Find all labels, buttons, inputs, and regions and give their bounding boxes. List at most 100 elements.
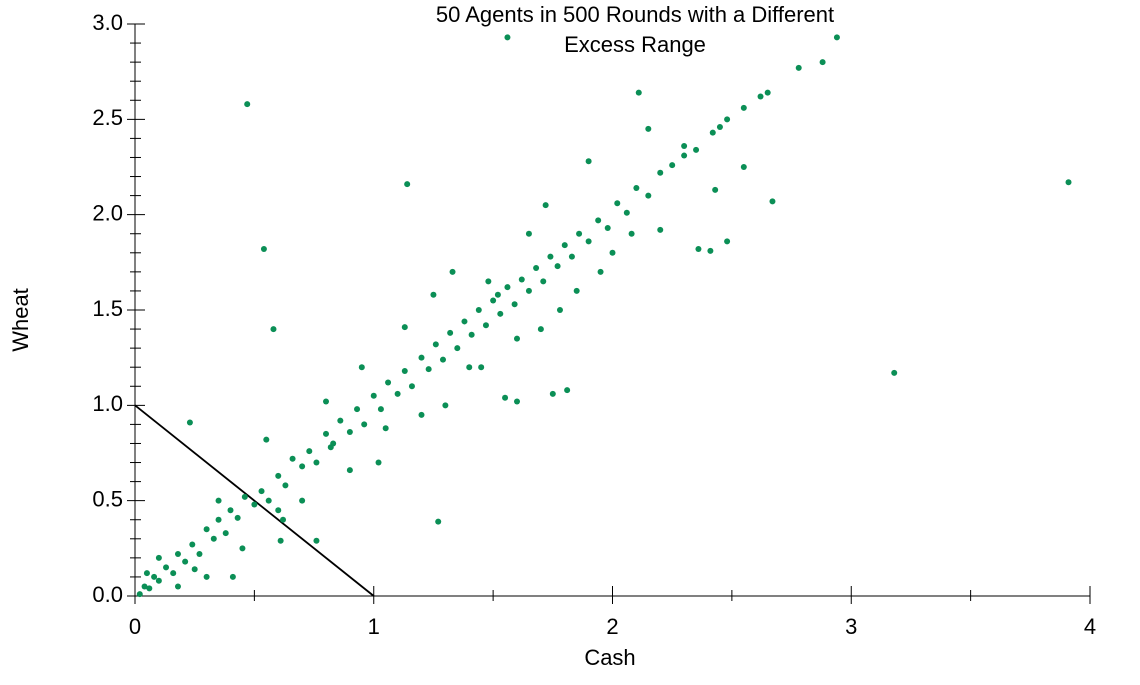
data-point xyxy=(401,324,408,331)
data-point xyxy=(595,217,602,224)
y-tick-label: 0.5 xyxy=(92,486,123,511)
x-axis-label: Cash xyxy=(584,645,635,670)
data-point xyxy=(313,537,320,544)
data-point xyxy=(143,570,150,577)
data-point xyxy=(695,245,702,252)
data-point xyxy=(394,390,401,397)
data-point xyxy=(136,591,143,598)
data-point xyxy=(435,518,442,525)
data-point xyxy=(289,455,296,462)
data-point xyxy=(497,310,504,317)
data-point xyxy=(191,566,198,573)
data-point xyxy=(375,459,382,466)
data-point xyxy=(155,577,162,584)
data-point xyxy=(833,34,840,41)
data-point xyxy=(306,448,313,455)
y-tick-label: 1.0 xyxy=(92,391,123,416)
data-point xyxy=(568,253,575,260)
reference-line xyxy=(134,404,375,597)
data-point xyxy=(222,530,229,537)
data-point xyxy=(186,419,193,426)
data-point xyxy=(645,125,652,132)
data-point xyxy=(442,402,449,409)
data-point xyxy=(425,366,432,373)
data-point xyxy=(537,326,544,333)
data-point xyxy=(265,497,272,504)
x-tick-label: 2 xyxy=(606,614,618,639)
data-point xyxy=(769,198,776,205)
data-point xyxy=(155,554,162,561)
data-point xyxy=(514,335,520,342)
data-point xyxy=(681,152,688,159)
data-point xyxy=(795,64,802,71)
data-point xyxy=(712,186,719,193)
data-point xyxy=(382,425,389,432)
data-point xyxy=(241,493,248,500)
data-point xyxy=(189,541,196,548)
chart-title: 50 Agents in 500 Rounds with a Different xyxy=(436,2,834,27)
data-point xyxy=(229,573,236,580)
data-point xyxy=(210,535,217,542)
data-point xyxy=(244,101,251,108)
data-point xyxy=(323,398,329,405)
data-point xyxy=(447,329,454,336)
data-point xyxy=(518,276,525,283)
x-tick-label: 1 xyxy=(368,614,380,639)
data-point xyxy=(418,354,425,361)
x-tick-label: 4 xyxy=(1084,614,1096,639)
y-tick-label: 2.5 xyxy=(92,105,123,130)
data-point xyxy=(482,322,489,329)
data-point xyxy=(215,497,222,504)
data-point xyxy=(502,394,509,401)
data-point xyxy=(540,278,547,285)
y-tick-label: 0.0 xyxy=(92,582,123,607)
data-point xyxy=(724,238,731,245)
data-point xyxy=(354,406,361,413)
data-point xyxy=(709,129,716,136)
data-point xyxy=(740,104,747,111)
data-point xyxy=(430,291,437,298)
data-point xyxy=(757,93,764,100)
data-point xyxy=(614,200,621,207)
data-point xyxy=(385,379,392,386)
data-point xyxy=(573,287,580,294)
data-point xyxy=(716,123,723,130)
data-point xyxy=(203,526,210,533)
data-point xyxy=(270,326,277,333)
data-point xyxy=(346,467,353,474)
data-point xyxy=(511,301,518,308)
data-point xyxy=(468,331,475,338)
data-point xyxy=(740,164,747,170)
data-point xyxy=(576,230,583,237)
data-point xyxy=(299,497,306,504)
data-point xyxy=(514,398,520,405)
data-point xyxy=(547,253,554,260)
data-point xyxy=(170,570,177,577)
data-point xyxy=(533,265,540,272)
data-point xyxy=(819,59,826,66)
data-point xyxy=(327,444,334,451)
data-point xyxy=(561,242,568,249)
data-point xyxy=(454,345,461,352)
data-point xyxy=(215,516,222,523)
data-point xyxy=(323,430,329,437)
data-point xyxy=(203,573,210,580)
y-axis-label: Wheat xyxy=(8,288,33,352)
data-point xyxy=(151,573,158,580)
data-point xyxy=(260,245,267,252)
y-tick-label: 3.0 xyxy=(92,10,123,35)
data-point xyxy=(275,507,282,514)
data-point xyxy=(282,482,289,489)
data-point xyxy=(277,537,284,544)
data-point xyxy=(280,516,287,523)
data-point xyxy=(585,158,592,165)
data-point xyxy=(234,514,241,521)
data-point xyxy=(635,89,642,96)
data-point xyxy=(141,583,148,590)
data-point xyxy=(657,169,664,176)
data-point xyxy=(258,488,265,495)
data-point xyxy=(377,406,384,413)
data-point xyxy=(891,369,898,376)
data-point xyxy=(707,247,714,254)
data-point xyxy=(251,501,258,508)
